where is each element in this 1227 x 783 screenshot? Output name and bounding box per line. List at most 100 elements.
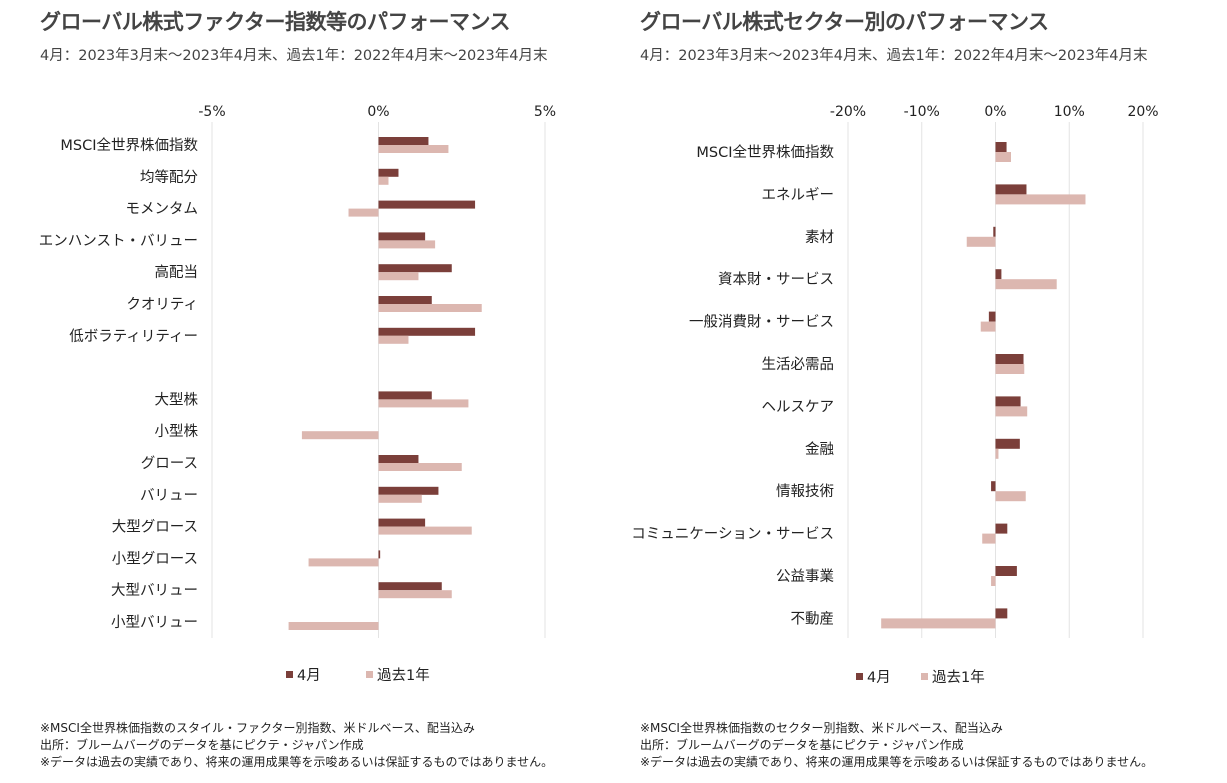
category-label: 公益事業: [776, 568, 834, 585]
bar-past-year: [378, 240, 436, 249]
category-label: 不動産: [791, 610, 835, 627]
bar-april: [378, 518, 426, 527]
bar-past-year: [378, 304, 482, 312]
category-label: 素材: [805, 229, 834, 246]
category-label: 高配当: [155, 264, 199, 281]
category-label: エンハンスト・バリュー: [39, 233, 198, 249]
category-label: 低ボラティリティー: [69, 328, 198, 345]
bar-april: [995, 269, 1002, 280]
chart-title: グローバル株式セクター別のパフォーマンス: [640, 10, 1049, 34]
chart-subtitle: 4月：2023年3月末～2023年4月末、過去1年：2022年4月末～2023年…: [640, 48, 1148, 64]
bar-past-year: [991, 576, 996, 586]
bar-past-year: [378, 176, 389, 185]
footnotes: ※MSCI全世界株価指数のセクター別指数、米ドルベース、配当込み 出所：ブルーム…: [640, 720, 1153, 771]
bar-april: [378, 232, 426, 241]
bar-past-year: [980, 321, 996, 332]
bar-past-year: [982, 533, 996, 544]
bar-april: [988, 311, 996, 322]
bar-past-year: [995, 194, 1086, 205]
category-label: 情報技術: [776, 483, 834, 500]
footnote: 出所：ブルームバーグのデータを基にピクテ・ジャパン作成: [640, 738, 964, 752]
category-label: 均等配分: [140, 168, 198, 186]
category-label: コミュニケーション・サービス: [631, 526, 834, 543]
bar-past-year: [378, 145, 449, 153]
factor-chart-panel: グローバル株式ファクター指数等のパフォーマンス 4月：2023年3月末～2023…: [39, 10, 556, 771]
sector-chart-panel: グローバル株式セクター別のパフォーマンス 4月：2023年3月末～2023年4月…: [625, 0, 1227, 783]
bar-april: [995, 354, 1024, 364]
bar-april: [995, 142, 1007, 152]
chart-title: グローバル株式ファクター指数等のパフォーマンス: [40, 10, 511, 34]
legend-swatch: [856, 673, 863, 680]
bar-april: [995, 523, 1008, 534]
category-label: 一般消費財・サービス: [689, 314, 834, 331]
x-tick-label: 10%: [1054, 104, 1085, 120]
bar-april: [378, 486, 439, 495]
bar-april: [378, 137, 429, 145]
category-label: 小型バリュー: [111, 614, 198, 631]
x-tick-label: 0%: [367, 104, 389, 120]
footnotes: ※MSCI全世界株価指数のスタイル・ファクター別指数、米ドルベース、配当込み 出…: [40, 720, 553, 771]
category-label: 大型バリュー: [111, 582, 198, 599]
bar-april: [995, 184, 1027, 195]
sector-bar-chart: -20% -10% 0% 10% 20% MSCI全世界株価指数エネルギー素材資本財・サー…: [631, 104, 1158, 686]
x-tick-label: -5%: [198, 104, 225, 120]
legend-label: 過去1年: [377, 667, 430, 684]
bar-april: [378, 264, 452, 273]
bar-past-year: [995, 364, 1025, 374]
bar-april: [995, 396, 1021, 407]
category-label: クオリティ: [126, 296, 198, 313]
bar-april: [991, 481, 996, 492]
category-label: バリュー: [140, 488, 198, 504]
bar-past-year: [966, 236, 996, 247]
bar-past-year: [995, 406, 1028, 417]
footnote: 出所：ブルームバーグのデータを基にピクテ・ジャパン作成: [40, 738, 364, 752]
bar-past-year: [881, 618, 996, 629]
category-label: 小型グロース: [112, 550, 198, 567]
bar-april: [378, 582, 442, 591]
bar-past-year: [378, 590, 452, 599]
x-tick-label: 0%: [984, 104, 1006, 120]
bar-april: [378, 455, 419, 463]
category-label: グロース: [141, 455, 198, 472]
footnote: ※MSCI全世界株価指数のセクター別指数、米ドルベース、配当込み: [640, 721, 1003, 735]
bar-past-year: [288, 622, 379, 630]
bar-past-year: [995, 152, 1011, 162]
bar-past-year: [378, 463, 462, 471]
bar-april: [995, 438, 1020, 449]
footnote: ※データは過去の実績であり、将来の運用成果等を示唆あるいは保証するものではありま…: [640, 755, 1154, 769]
x-tick-label: 5%: [534, 104, 556, 120]
legend-label: 過去1年: [932, 669, 985, 686]
bar-past-year: [378, 335, 409, 344]
bar-april: [378, 168, 399, 177]
chart-subtitle: 4月：2023年3月末～2023年4月末、過去1年：2022年4月末～2023年…: [40, 48, 548, 64]
legend-swatch: [921, 673, 928, 680]
legend-label: 4月: [867, 670, 891, 686]
bar-april: [378, 391, 432, 400]
bar-past-year: [378, 399, 469, 408]
bar-april: [993, 226, 996, 237]
legend-swatch: [366, 671, 373, 678]
bar-april: [995, 566, 1017, 576]
bar-april: [378, 327, 476, 336]
bar-past-year: [348, 208, 379, 217]
category-label: 金融: [805, 441, 834, 458]
bar-past-year: [995, 279, 1057, 290]
bar-april: [378, 296, 432, 304]
legend-swatch: [286, 671, 293, 678]
bar-past-year: [378, 526, 472, 535]
category-label: 生活必需品: [762, 356, 835, 373]
bar-past-year: [378, 272, 419, 281]
category-label: 大型グロース: [112, 519, 198, 536]
bar-past-year: [301, 431, 379, 440]
category-label: エネルギー: [762, 186, 835, 203]
bar-april: [378, 550, 381, 559]
bar-april: [378, 200, 476, 209]
footnote: ※データは過去の実績であり、将来の運用成果等を示唆あるいは保証するものではありま…: [40, 755, 554, 769]
category-label: 大型株: [155, 391, 199, 408]
legend-label: 4月: [297, 668, 321, 684]
bar-past-year: [308, 558, 379, 567]
bar-april: [995, 608, 1008, 619]
category-label: MSCI全世界株価指数: [60, 136, 198, 154]
bar-past-year: [378, 494, 422, 503]
bar-past-year: [995, 448, 999, 459]
